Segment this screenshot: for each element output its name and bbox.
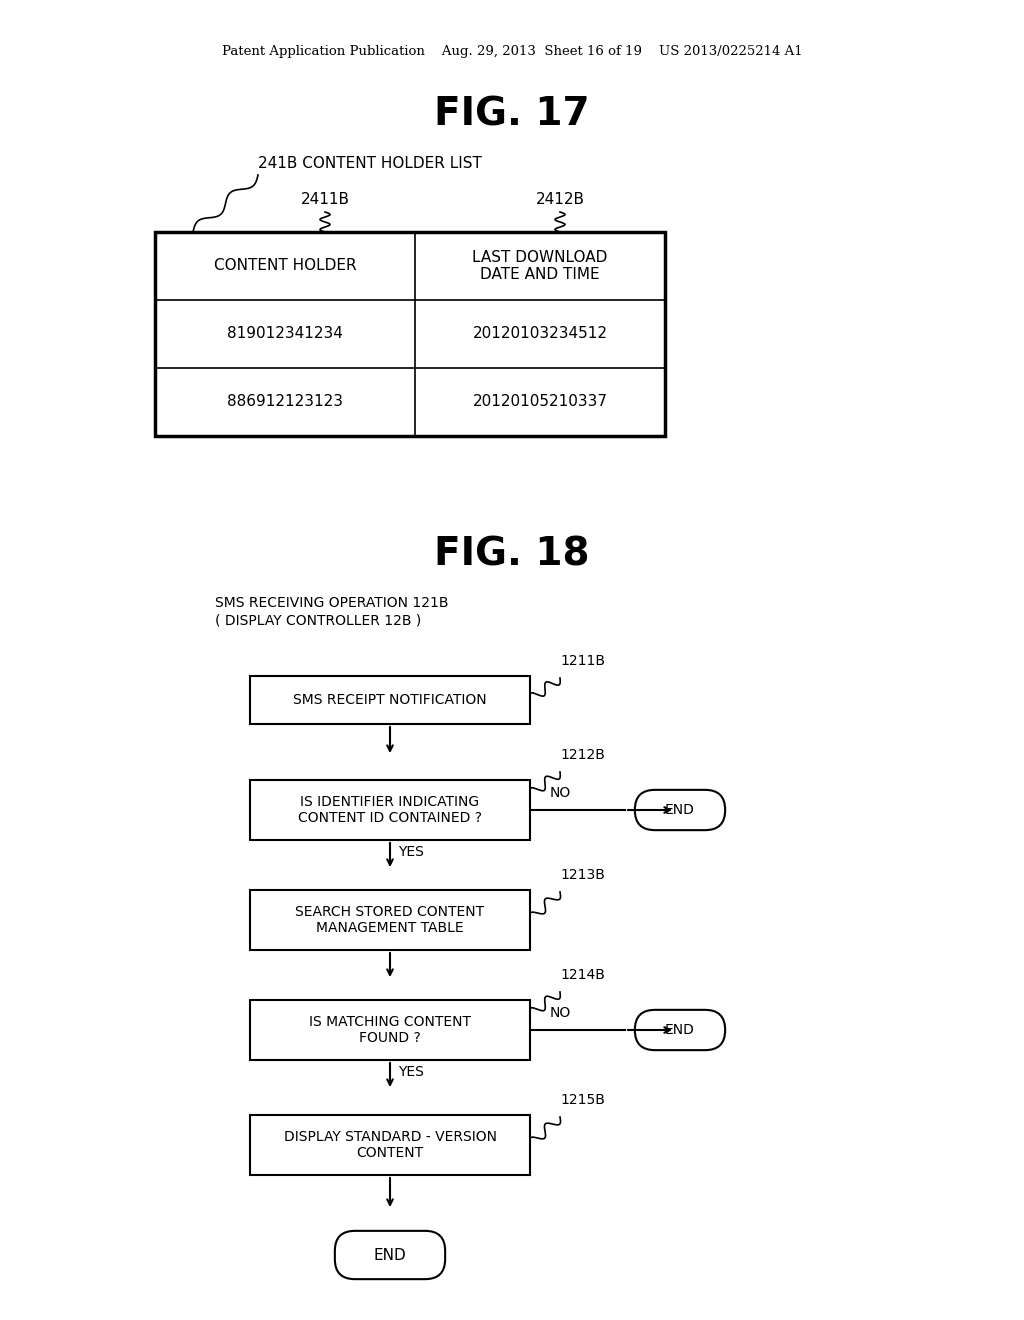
Text: END: END (374, 1247, 407, 1262)
Text: 886912123123: 886912123123 (227, 395, 343, 409)
Text: 1214B: 1214B (560, 968, 605, 982)
Text: END: END (665, 803, 695, 817)
Text: 2411B: 2411B (300, 193, 349, 207)
Text: 20120103234512: 20120103234512 (472, 326, 607, 342)
Text: 1211B: 1211B (560, 653, 605, 668)
Text: NO: NO (550, 1006, 571, 1020)
Text: 2412B: 2412B (536, 193, 585, 207)
Text: YES: YES (398, 845, 424, 859)
Text: 1215B: 1215B (560, 1093, 605, 1107)
Text: 1212B: 1212B (560, 748, 605, 762)
FancyBboxPatch shape (635, 789, 725, 830)
Text: LAST DOWNLOAD
DATE AND TIME: LAST DOWNLOAD DATE AND TIME (472, 249, 607, 282)
Text: IS IDENTIFIER INDICATING
CONTENT ID CONTAINED ?: IS IDENTIFIER INDICATING CONTENT ID CONT… (298, 795, 482, 825)
Text: IS MATCHING CONTENT
FOUND ?: IS MATCHING CONTENT FOUND ? (309, 1015, 471, 1045)
Text: DISPLAY STANDARD - VERSION
CONTENT: DISPLAY STANDARD - VERSION CONTENT (284, 1130, 497, 1160)
Text: 20120105210337: 20120105210337 (472, 395, 607, 409)
Text: ( DISPLAY CONTROLLER 12B ): ( DISPLAY CONTROLLER 12B ) (215, 612, 421, 627)
Bar (250, 890, 530, 950)
FancyBboxPatch shape (335, 1230, 445, 1279)
Bar (250, 1115, 530, 1175)
Bar (155, 232, 665, 436)
Text: CONTENT HOLDER: CONTENT HOLDER (214, 259, 356, 273)
Text: FIG. 17: FIG. 17 (434, 96, 590, 135)
Bar (250, 1001, 530, 1060)
Text: 1213B: 1213B (560, 869, 605, 882)
Text: 819012341234: 819012341234 (227, 326, 343, 342)
Bar (250, 676, 530, 723)
Text: Patent Application Publication    Aug. 29, 2013  Sheet 16 of 19    US 2013/02252: Patent Application Publication Aug. 29, … (221, 45, 803, 58)
Text: SEARCH STORED CONTENT
MANAGEMENT TABLE: SEARCH STORED CONTENT MANAGEMENT TABLE (296, 906, 484, 935)
FancyBboxPatch shape (635, 1010, 725, 1051)
Bar (250, 780, 530, 840)
Text: NO: NO (550, 785, 571, 800)
Text: END: END (665, 1023, 695, 1038)
Text: 241B CONTENT HOLDER LIST: 241B CONTENT HOLDER LIST (258, 156, 482, 170)
Text: FIG. 18: FIG. 18 (434, 536, 590, 574)
Text: SMS RECEIVING OPERATION 121B: SMS RECEIVING OPERATION 121B (215, 597, 449, 610)
Text: YES: YES (398, 1065, 424, 1078)
Text: SMS RECEIPT NOTIFICATION: SMS RECEIPT NOTIFICATION (293, 693, 486, 708)
